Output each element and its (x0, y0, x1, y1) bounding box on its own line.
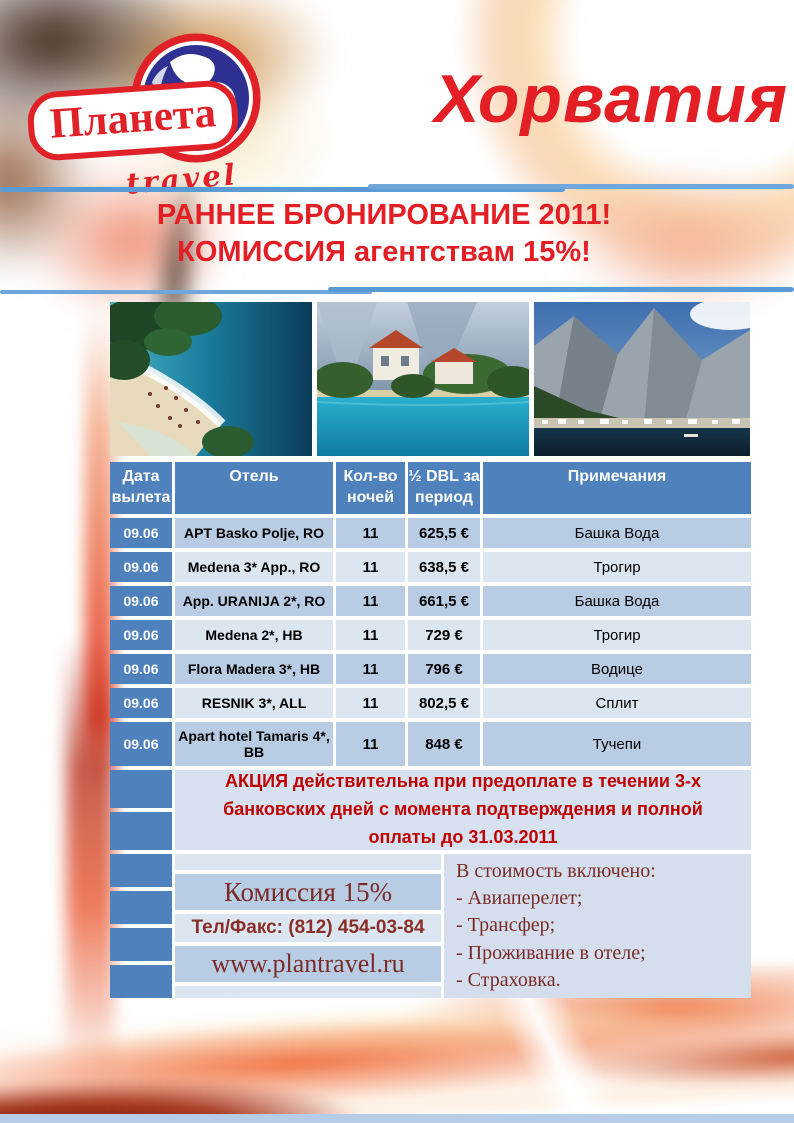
headline: РАННЕЕ БРОНИРОВАНИЕ 2011! КОМИССИЯ агент… (0, 197, 768, 271)
promo-cell: АКЦИЯ действительна при предоплате в теч… (175, 770, 751, 850)
nights-cell: 11 (336, 654, 405, 684)
note-cell: Водице (483, 654, 751, 684)
price-cell: 848 € (408, 722, 480, 766)
hotel-cell: App. URANIJA 2*, RO (175, 586, 333, 616)
empty-date-cell (110, 770, 172, 808)
bg-left-streak-lower (66, 640, 114, 1080)
page-title: Хорватия (434, 61, 788, 137)
website-cell: www.plantravel.ru (175, 946, 441, 982)
empty-date-cell (110, 928, 172, 961)
photo-beach-cove (110, 302, 312, 456)
photo-mountain-town (534, 302, 750, 456)
header-cell-nights: Кол-во ночей (336, 462, 405, 514)
included-cell: В стоимость включено: - Авиаперелет; - Т… (444, 854, 751, 998)
empty-cell (175, 986, 441, 998)
phone-cell: Тел/Факс: (812) 454-03-84 (175, 914, 441, 942)
photo-seaside-houses (317, 302, 529, 456)
table-row: 09.06 Medena 3* App., RO 11 638,5 € Трог… (110, 552, 751, 582)
hotel-cell: Medena 3* App., RO (175, 552, 333, 582)
hotel-cell: Flora Madera 3*, HB (175, 654, 333, 684)
price-cell: 796 € (408, 654, 480, 684)
empty-date-cell (110, 812, 172, 850)
table-header-row: Дата вылета Отель Кол-во ночей ½ DBL за … (110, 462, 751, 514)
note-cell: Трогир (483, 552, 751, 582)
empty-date-cells (110, 854, 172, 998)
commission-cell: Комиссия 15% (175, 874, 441, 910)
empty-date-cell (110, 854, 172, 887)
included-title: В стоимость включено: (456, 860, 656, 882)
included-item: - Трансфер; (456, 914, 556, 937)
headline-line2: КОМИССИЯ агентствам 15%! (177, 236, 591, 268)
note-cell: Башка Вода (483, 586, 751, 616)
price-cell: 638,5 € (408, 552, 480, 582)
price-table: Дата вылета Отель Кол-во ночей ½ DBL за … (110, 462, 751, 998)
date-cell: 09.06 (110, 688, 172, 718)
divider-line-mid (328, 287, 794, 292)
hotel-cell: RESNIK 3*, ALL (175, 688, 333, 718)
promo-row: АКЦИЯ действительна при предоплате в теч… (110, 770, 751, 850)
contact-column: Комиссия 15% Тел/Факс: (812) 454-03-84 w… (175, 854, 441, 998)
nights-cell: 11 (336, 620, 405, 650)
nights-cell: 11 (336, 586, 405, 616)
nights-cell: 11 (336, 688, 405, 718)
header-cell-notes: Примечания (483, 462, 751, 514)
photo-strip (110, 302, 751, 456)
price-cell: 625,5 € (408, 518, 480, 548)
price-cell: 661,5 € (408, 586, 480, 616)
note-cell: Сплит (483, 688, 751, 718)
nights-cell: 11 (336, 552, 405, 582)
empty-date-cell (110, 965, 172, 998)
included-item: - Проживание в отеле; (456, 941, 646, 964)
header-cell-price: ½ DBL за период (408, 462, 480, 514)
price-cell: 802,5 € (408, 688, 480, 718)
promo-text: АКЦИЯ действительна при предоплате в теч… (223, 771, 703, 847)
divider-line-top-right (368, 184, 794, 189)
contact-row: Комиссия 15% Тел/Факс: (812) 454-03-84 w… (110, 854, 751, 998)
date-cell: 09.06 (110, 722, 172, 766)
table-row: 09.06 Apart hotel Tamaris 4*, BB 11 848 … (110, 722, 751, 766)
hotel-cell: Medena 2*, HB (175, 620, 333, 650)
empty-date-cells (110, 770, 172, 850)
table-row: 09.06 Flora Madera 3*, HB 11 796 € Водиц… (110, 654, 751, 684)
date-cell: 09.06 (110, 654, 172, 684)
nights-cell: 11 (336, 518, 405, 548)
table-row: 09.06 App. URANIJA 2*, RO 11 661,5 € Баш… (110, 586, 751, 616)
nights-cell: 11 (336, 722, 405, 766)
table-row: 09.06 APT Basko Polje, RO 11 625,5 € Баш… (110, 518, 751, 548)
date-cell: 09.06 (110, 552, 172, 582)
divider-line-mid-left (0, 290, 372, 294)
date-cell: 09.06 (110, 620, 172, 650)
table-row: 09.06 Medena 2*, HB 11 729 € Трогир (110, 620, 751, 650)
included-item: - Авиаперелет; (456, 887, 583, 910)
hotel-cell: Apart hotel Tamaris 4*, BB (175, 722, 333, 766)
header-cell-hotel: Отель (175, 462, 333, 514)
empty-date-cell (110, 891, 172, 924)
header-cell-date: Дата вылета (110, 462, 172, 514)
price-cell: 729 € (408, 620, 480, 650)
date-cell: 09.06 (110, 518, 172, 548)
date-cell: 09.06 (110, 586, 172, 616)
note-cell: Трогир (483, 620, 751, 650)
headline-line1: РАННЕЕ БРОНИРОВАНИЕ 2011! (156, 199, 612, 231)
hotel-cell: APT Basko Polje, RO (175, 518, 333, 548)
bg-white-slash (390, 993, 720, 1115)
footer-bar (0, 1114, 794, 1123)
note-cell: Башка Вода (483, 518, 751, 548)
note-cell: Тучепи (483, 722, 751, 766)
empty-cell (175, 854, 441, 870)
table-row: 09.06 RESNIK 3*, ALL 11 802,5 € Сплит (110, 688, 751, 718)
included-item: - Страховка. (456, 968, 561, 991)
